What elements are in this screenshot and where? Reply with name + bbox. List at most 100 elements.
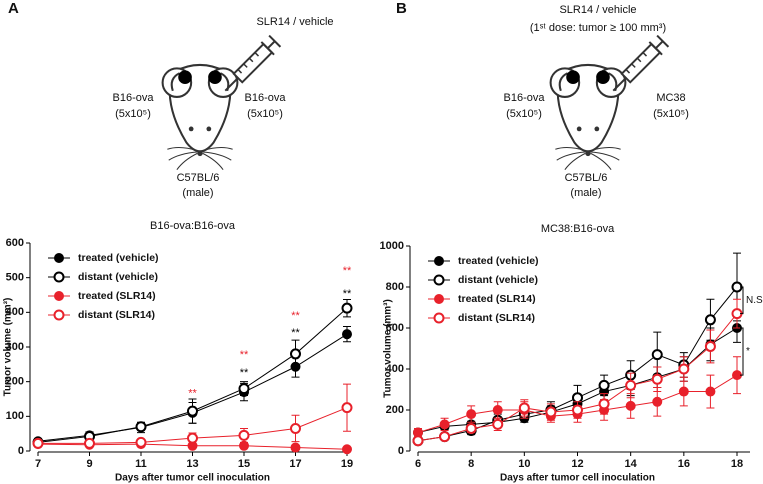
x-axis-label: Days after tumor cell inoculation — [500, 473, 655, 484]
bracket — [740, 327, 744, 376]
data-point — [705, 386, 716, 397]
chart: B16-ova:B16-ova 0 100 200 300 400 500 600 7 9 11 13… — [3, 220, 353, 484]
data-point — [652, 396, 663, 407]
data-point — [598, 398, 610, 410]
x-tick-label: 10 — [518, 458, 530, 470]
x-tick-label: 16 — [678, 458, 690, 470]
injection-note: (1ˢᵗ dose: tumor ≥ 100 mm³) — [530, 22, 666, 34]
legend-marker — [434, 294, 444, 304]
legend-label: treated (SLR14) — [78, 290, 156, 302]
data-point — [342, 444, 352, 455]
data-point — [238, 429, 250, 441]
data-point — [187, 405, 198, 417]
data-point — [135, 436, 147, 448]
x-tick-label: 11 — [135, 458, 147, 470]
tumor-dose: (5x10⁵) — [506, 108, 542, 120]
legend-label: distant (SLR14) — [78, 309, 155, 321]
y-tick-label: 0 — [398, 445, 404, 457]
tumor-label: MC38 — [656, 92, 685, 104]
legend-marker — [54, 291, 64, 301]
tumor-dose: (5x10⁵) — [653, 108, 689, 120]
x-tick-label: 9 — [86, 458, 92, 470]
significance: * — [746, 346, 750, 357]
host-label: (male) — [570, 187, 601, 199]
chart: MC38:B16-ova 0 200 400 600 800 1000 6 8 10 12 14 16 1… — [380, 223, 763, 484]
data-point — [572, 404, 583, 416]
y-tick-label: 400 — [6, 306, 24, 318]
y-tick-label: 200 — [386, 404, 404, 416]
x-axis-label: Days after tumor cell inoculation — [115, 473, 270, 484]
x-tick-label: 18 — [731, 458, 743, 470]
x-tick-label: 12 — [571, 458, 583, 470]
data-point — [135, 421, 147, 433]
y-tick-label: 800 — [386, 281, 404, 293]
legend-marker — [54, 253, 64, 263]
legend-marker — [434, 256, 444, 266]
data-point — [341, 302, 353, 314]
significance: ** — [343, 288, 352, 300]
data-point — [238, 383, 250, 395]
data-point — [704, 340, 716, 352]
y-tick-label: 200 — [6, 376, 24, 388]
significance: ** — [188, 388, 197, 400]
data-point — [704, 314, 716, 326]
legend-label: distant (SLR14) — [458, 312, 535, 324]
tumor-label: B16-ova — [245, 92, 287, 104]
host-label: C57BL/6 — [565, 172, 608, 184]
mouse — [161, 63, 239, 171]
data-point — [187, 432, 198, 444]
x-tick-label: 8 — [468, 458, 474, 470]
y-axis-label: Tumor volume (mm³) — [383, 299, 394, 398]
data-point — [342, 329, 352, 340]
data-point — [651, 373, 663, 385]
significance: ** — [343, 265, 352, 277]
data-point — [32, 437, 44, 449]
data-point — [466, 409, 477, 420]
significance: ** — [291, 327, 300, 339]
data-point — [290, 442, 301, 453]
injection-label: SLR14 / vehicle — [256, 16, 333, 28]
x-tick-label: 14 — [625, 458, 638, 470]
host-label: C57BL/6 — [177, 172, 220, 184]
y-tick-label: 100 — [6, 410, 24, 422]
legend-label: distant (vehicle) — [458, 274, 538, 286]
legend-marker — [433, 312, 445, 324]
legend-marker — [433, 274, 445, 286]
mouse-diagram: SLR14 / vehicle (1ˢᵗ dose: tumor ≥ 100 m… — [504, 4, 689, 199]
legend-marker — [53, 271, 65, 283]
x-tick-label: 13 — [186, 458, 198, 470]
data-point — [412, 435, 424, 447]
data-point — [625, 379, 637, 391]
legend-label: treated (vehicle) — [78, 252, 159, 264]
data-point — [678, 386, 689, 397]
y-axis-label: Tumor volume (mm³) — [3, 298, 14, 397]
data-point — [290, 348, 301, 360]
bracket — [740, 286, 744, 315]
tumor-label: B16-ova — [504, 92, 546, 104]
data-point — [290, 422, 301, 434]
data-point — [439, 419, 450, 430]
data-point — [572, 392, 583, 404]
data-point — [518, 402, 530, 414]
syringe — [217, 33, 283, 99]
data-point — [598, 379, 610, 391]
y-tick-label: 300 — [6, 341, 24, 353]
x-tick-label: 17 — [289, 458, 301, 470]
data-point — [625, 400, 636, 411]
data-point — [492, 418, 504, 430]
significance: ** — [240, 367, 249, 379]
significance: ** — [240, 349, 249, 361]
tumor-dose: (5x10⁵) — [115, 108, 151, 120]
data-point — [492, 405, 503, 415]
data-point — [545, 406, 557, 418]
data-point — [678, 363, 690, 375]
data-point — [341, 402, 353, 414]
x-tick-label: 6 — [415, 458, 421, 470]
tumor-dose: (5x10⁵) — [247, 108, 283, 120]
data-point — [465, 422, 477, 434]
y-tick-label: 500 — [6, 272, 24, 284]
legend-label: treated (SLR14) — [458, 293, 536, 305]
mouse-diagram: SLR14 / vehicle B16-ova (5x10⁵) B16-ova … — [113, 16, 334, 199]
panel-label: B — [396, 0, 407, 17]
